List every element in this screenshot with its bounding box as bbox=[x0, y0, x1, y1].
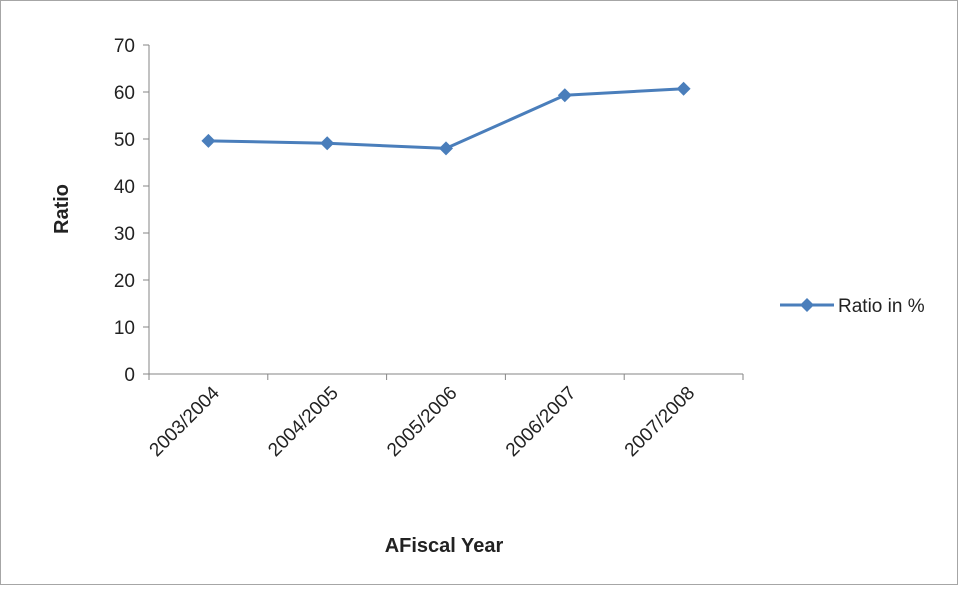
y-tick-label: 0 bbox=[124, 365, 135, 386]
x-tick-label: 2003/2004 bbox=[146, 382, 225, 461]
legend-label: Ratio in % bbox=[838, 296, 925, 317]
x-axis-title: AFiscal Year bbox=[385, 535, 504, 557]
x-axis: 2003/2004 2004/2005 2005/2006 2006/2007 2007… bbox=[146, 373, 744, 461]
series-layer bbox=[201, 81, 691, 156]
x-tick-label: 2004/2005 bbox=[264, 383, 342, 461]
y-tick-label: 10 bbox=[114, 318, 135, 339]
y-axis-title: Ratio bbox=[51, 184, 73, 234]
legend-marker bbox=[800, 298, 814, 312]
y-tick-label: 60 bbox=[114, 83, 135, 104]
series-line bbox=[208, 87, 684, 150]
x-tick-label: 2006/2007 bbox=[502, 383, 580, 461]
legend: Ratio in % bbox=[780, 296, 925, 317]
y-tick-label: 70 bbox=[114, 36, 135, 57]
x-tick-label: 2007/2008 bbox=[621, 383, 699, 461]
data-point-marker bbox=[439, 141, 453, 156]
x-tick-label: 2005/2006 bbox=[383, 383, 461, 461]
y-axis: 0 10 20 30 40 50 60 70 bbox=[114, 36, 150, 386]
y-tick-label: 30 bbox=[114, 224, 135, 245]
data-point-marker bbox=[201, 133, 216, 148]
y-tick-label: 50 bbox=[114, 130, 135, 151]
data-point-marker bbox=[320, 136, 335, 151]
data-point-marker bbox=[557, 88, 572, 103]
y-tick-label: 20 bbox=[114, 271, 135, 292]
y-tick-label: 40 bbox=[114, 177, 135, 198]
data-point-marker bbox=[676, 81, 691, 96]
